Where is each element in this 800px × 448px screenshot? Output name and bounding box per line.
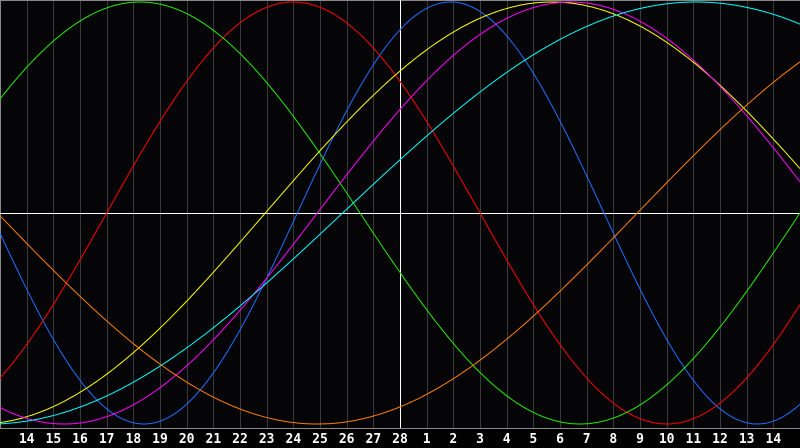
x-tick-label: 21 <box>206 432 222 447</box>
x-tick-label: 15 <box>46 432 62 447</box>
x-tick-label: 8 <box>609 432 617 447</box>
x-tick-label: 16 <box>72 432 88 447</box>
x-tick-label: 1 <box>423 432 431 447</box>
series-line-3 <box>0 1 800 424</box>
x-tick-label: 27 <box>366 432 382 447</box>
x-tick-label: 10 <box>659 432 675 447</box>
x-tick-label: 28 <box>392 432 408 447</box>
series-line-5 <box>0 1 800 425</box>
x-tick-label: 14 <box>766 432 782 447</box>
x-tick-label: 6 <box>556 432 564 447</box>
x-tick-label: 14 <box>19 432 35 447</box>
x-tick-label: 9 <box>636 432 644 447</box>
x-tick-label: 24 <box>286 432 302 447</box>
x-tick-label: 19 <box>152 432 168 447</box>
series-line-6 <box>0 61 800 425</box>
x-tick-label: 23 <box>259 432 275 447</box>
x-tick-label: 13 <box>739 432 755 447</box>
x-tick-label: 11 <box>686 432 702 447</box>
x-tick-label: 17 <box>99 432 115 447</box>
x-tick-label: 25 <box>312 432 328 447</box>
x-tick-label: 5 <box>529 432 537 447</box>
series-line-1 <box>0 1 800 425</box>
x-tick-label: 22 <box>232 432 248 447</box>
x-tick-label: 4 <box>503 432 511 447</box>
series-line-4 <box>0 1 800 425</box>
series-line-0 <box>0 1 800 425</box>
x-tick-label: 20 <box>179 432 195 447</box>
x-tick-label: 12 <box>712 432 728 447</box>
series-line-2 <box>0 1 800 425</box>
x-tick-label: 7 <box>583 432 591 447</box>
x-tick-label: 26 <box>339 432 355 447</box>
x-tick-label: 18 <box>126 432 142 447</box>
x-tick-label: 3 <box>476 432 484 447</box>
x-tick-label: 2 <box>449 432 457 447</box>
